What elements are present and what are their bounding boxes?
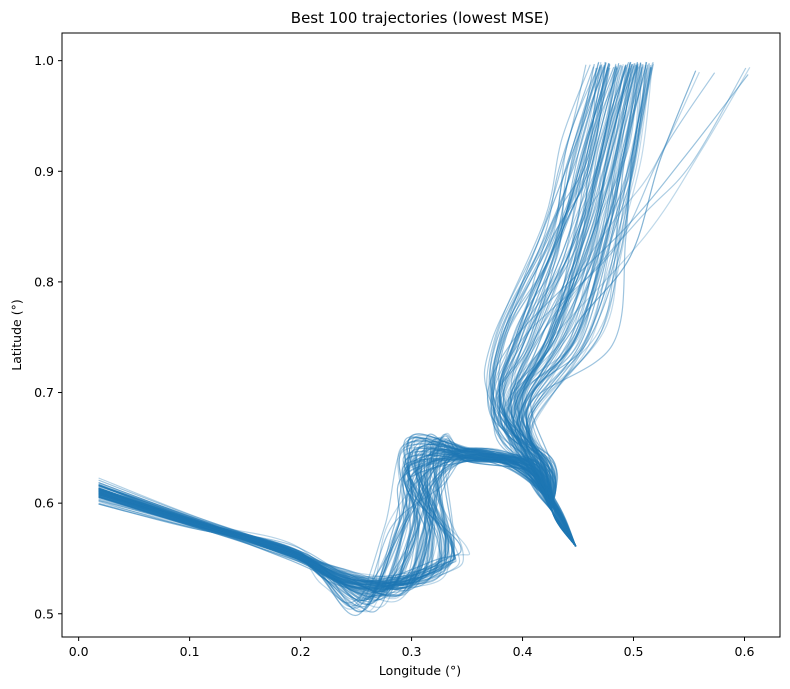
y-axis: 0.5 0.6 0.7 0.8 0.9 1.0: [34, 53, 62, 621]
trajectory-lines: [98, 61, 751, 617]
trajectory-line: [98, 62, 648, 602]
y-tick-label: 0.6: [34, 496, 54, 511]
trajectory-line: [98, 61, 647, 585]
x-tick-label: 0.4: [513, 644, 533, 659]
x-axis-label: Longitude (°): [379, 663, 461, 678]
trajectory-line: [98, 64, 622, 592]
x-tick-label: 0.5: [624, 644, 644, 659]
trajectory-line: [98, 70, 697, 591]
trajectory-line: [98, 67, 618, 585]
x-tick-label: 0.0: [69, 644, 89, 659]
x-tick-label: 0.6: [735, 644, 755, 659]
trajectory-line: [98, 64, 637, 588]
x-tick-label: 0.2: [291, 644, 311, 659]
y-tick-label: 1.0: [34, 53, 54, 68]
trajectory-line: [98, 62, 636, 595]
trajectory-line: [98, 61, 602, 590]
trajectory-line: [98, 62, 632, 582]
trajectory-line: [98, 66, 640, 582]
chart-title: Best 100 trajectories (lowest MSE): [291, 9, 549, 27]
x-tick-label: 0.1: [180, 644, 200, 659]
y-tick-label: 0.5: [34, 606, 54, 621]
trajectory-line: [98, 63, 639, 592]
trajectory-line: [98, 67, 631, 587]
trajectory-line: [98, 67, 643, 598]
plot-frame: [61, 32, 781, 638]
trajectory-line: [98, 63, 595, 613]
trajectory-line: [98, 64, 587, 586]
trajectory-line: [98, 65, 601, 601]
trajectory-line: [98, 61, 631, 582]
trajectory-line: [98, 67, 599, 597]
trajectory-line: [98, 66, 618, 587]
y-axis-label: Latitude (°): [9, 299, 24, 370]
x-tick-label: 0.3: [402, 644, 422, 659]
y-tick-label: 0.8: [34, 274, 54, 289]
y-tick-label: 0.7: [34, 385, 54, 400]
trajectory-line: [98, 64, 627, 603]
trajectory-line: [98, 63, 642, 601]
trajectory-line: [98, 62, 642, 587]
x-axis: 0.0 0.1 0.2 0.3 0.4 0.5 0.6: [69, 637, 755, 659]
trajectory-line: [98, 66, 609, 599]
trajectory-line: [98, 63, 610, 602]
trajectory-line: [98, 62, 607, 598]
y-tick-label: 0.9: [34, 164, 54, 179]
trajectory-line: [98, 63, 650, 591]
trajectory-line: [98, 62, 639, 584]
